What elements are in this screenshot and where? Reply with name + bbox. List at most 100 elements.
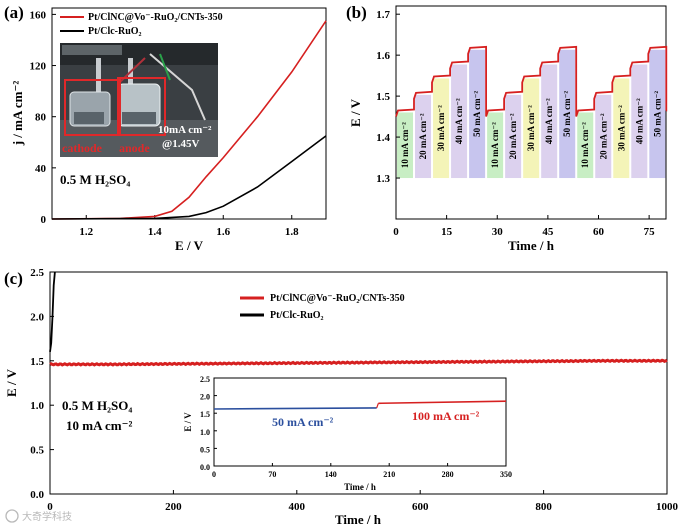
photo-label-cathode: cathode [62,141,103,155]
current-block-label: 10 mA cm⁻² [490,122,500,168]
current-block-label: 30 mA cm⁻² [436,105,446,151]
panel-a: (a) 1.2 1.4 1.6 1.8 0 40 80 120 160 E / V j / mA… [4,3,327,253]
b-x-tick-label: 30 [492,226,504,238]
c-y-tick-label: 1.0 [30,400,44,412]
panel-c: (c) 0 200 400 600 800 10000.00.51.01.52.02.5 … [4,267,679,527]
c-x-tick-label: 200 [165,501,182,513]
plot-frame-a [51,7,327,220]
a-x-tick-label: 1.8 [285,226,299,238]
current-block [397,112,414,179]
a-x-tick-label: 1.4 [148,226,162,238]
panel-b: (b) 10 mA cm⁻² 20 mA cm⁻² 30 mA cm⁻² 40 mA … [346,3,668,253]
c-x-tick-label: 600 [412,501,429,513]
current-block [595,94,612,179]
current-block-label: 50 mA cm⁻² [472,91,482,137]
b-x-tick-label: 60 [593,226,605,238]
current-block [631,64,648,179]
inset-frame [213,377,507,467]
a-y-tick-label: 160 [30,9,47,21]
inset-series [213,400,507,410]
c-x-tick-label: 0 [47,501,53,513]
photo-caption-current: 10mA cm⁻² [158,124,212,136]
current-block [523,78,540,179]
inset-x-tick-label: 0 [212,470,216,479]
legend-label-reference-a: Pt/Clc-RuO₂ [88,26,142,37]
b-x-tick-label: 15 [441,226,453,238]
series-line-b [395,45,668,117]
axis-ticks-c: 0 200 400 600 800 1000 0.0 0.5 1.0 1.5 2.0 2.5 [30,267,678,513]
b-x-tick-label: 45 [542,226,554,238]
b-x-tick-label: 0 [393,226,399,238]
current-block-label: 20 mA cm⁻² [418,113,428,159]
series-b [395,45,668,117]
current-annotation-c: 10 mA cm⁻² [66,418,132,433]
current-block-label: 20 mA cm⁻² [508,113,518,159]
b-y-tick-label: 1.5 [376,91,390,103]
series-line-a-1 [51,135,327,220]
a-y-tick-label: 40 [35,163,47,175]
inset-y-tick-label: 0.5 [200,445,210,454]
current-block-label: 10 mA cm⁻² [580,122,590,168]
inset-label-50: 50 mA cm⁻² [272,415,334,429]
inset-x-tick-label: 210 [383,470,395,479]
photo-caption-potential: @1.45V [162,138,199,150]
c-y-tick-label: 0.0 [30,489,44,501]
inset-y-tick-label: 1.0 [200,428,210,437]
inset-y-tick-label: 0.0 [200,463,210,472]
legend-c: Pt/ClNC@Vo⁻-RuO₂/CNTs-350 Pt/Clc-RuO₂ [240,293,405,321]
series-line-c-1 [49,271,56,353]
current-block-label: 30 mA cm⁻² [616,105,626,151]
x-axis-label-a: E / V [175,238,204,253]
a-y-tick-label: 120 [30,61,47,73]
a-y-tick-label: 80 [35,112,47,124]
inset-x-axis-label: Time / h [344,482,376,492]
series-a [51,20,327,220]
current-block [505,94,522,179]
b-y-tick-label: 1.7 [376,9,390,21]
legend-label-catalyst-a: Pt/ClNC@Vo⁻-RuO₂/CNTs-350 [88,12,223,23]
current-block [469,49,486,179]
y-axis-label-c: E / V [4,368,19,397]
current-blocks-b: 10 mA cm⁻² 20 mA cm⁻² 30 mA cm⁻² 40 mA cm⁻²… [397,49,666,179]
current-block-label: 10 mA cm⁻² [400,122,410,168]
current-block [541,64,558,179]
current-block-label: 50 mA cm⁻² [652,91,662,137]
panel-label-c: (c) [4,269,23,288]
legend-label-catalyst-c: Pt/ClNC@Vo⁻-RuO₂/CNTs-350 [270,293,405,304]
x-axis-label-c: Time / h [335,512,382,527]
photo-label-anode: anode [119,141,150,155]
current-block [487,112,504,179]
plot-frame-b [395,5,667,220]
inset-y-tick-label: 2.0 [200,393,210,402]
series-line-c-0 [49,358,668,367]
inset-x-tick-label: 70 [268,470,276,479]
current-block-label: 20 mA cm⁻² [598,113,608,159]
current-block-label: 40 mA cm⁻² [544,98,554,144]
panel-label-b: (b) [346,3,367,22]
a-y-tick-label: 0 [41,214,47,226]
c-x-tick-label: 1000 [656,501,679,513]
c-y-tick-label: 2.0 [30,311,44,323]
current-block-label: 30 mA cm⁻² [526,105,536,151]
inset-y-tick-label: 2.5 [200,375,210,384]
plot-frame-c [49,271,668,495]
b-x-tick-label: 75 [644,226,656,238]
a-x-tick-label: 1.6 [216,226,230,238]
legend-label-reference-c: Pt/Clc-RuO₂ [270,310,324,321]
x-axis-label-b: Time / h [508,238,555,253]
watermark: 大奇学科技 [5,509,72,523]
inset-c: 0 70 140 210 280 350 0.0 0.5 1.0 1.5 2.0 2.5 Time /… [183,375,512,492]
c-y-tick-label: 0.5 [30,445,44,457]
inset-segment-0 [213,407,377,410]
electrolyzer-photo: cathode anode 10mA cm⁻² @1.45V [60,43,218,157]
y-axis-label-a: j / mA cm⁻² [10,81,25,147]
inset-label-100: 100 mA cm⁻² [412,409,480,423]
current-block-label: 40 mA cm⁻² [634,98,644,144]
c-y-tick-label: 1.5 [30,356,44,368]
current-block [415,94,432,179]
inset-y-axis-label: E / V [183,412,193,432]
watermark-text: 大奇学科技 [22,510,72,523]
inset-segment-1 [378,400,507,405]
current-block-label: 50 mA cm⁻² [562,91,572,137]
